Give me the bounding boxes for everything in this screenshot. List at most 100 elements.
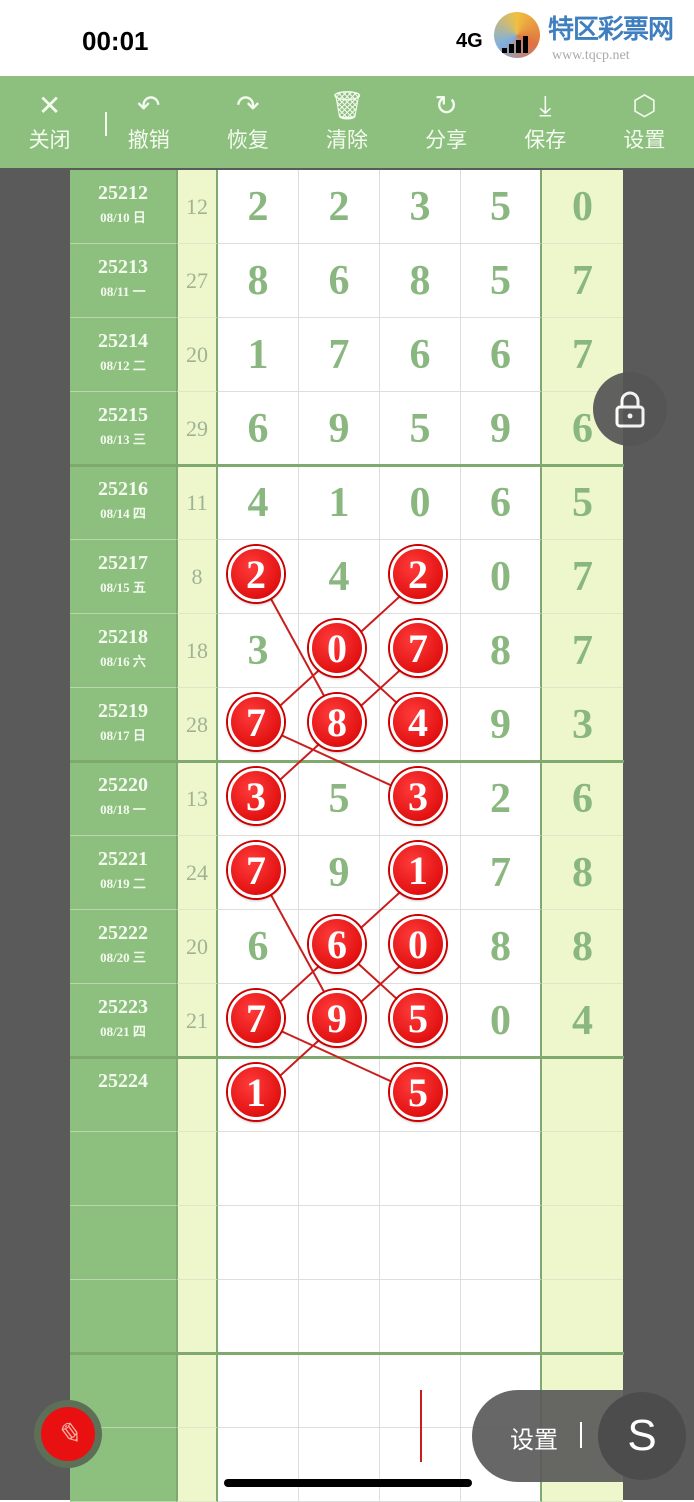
digit-cell[interactable]: 9 [299,836,380,910]
digit-cell[interactable]: 7 [299,318,380,392]
issue-cell [70,1280,176,1354]
marked-number-ball[interactable]: 5 [390,990,446,1046]
issue-date: 08/18 一 [100,802,146,817]
digit-cell[interactable] [218,1206,299,1280]
issue-cell: 25214 08/12 二 [70,318,176,392]
marked-number-ball[interactable]: 2 [390,546,446,602]
toolbar-trash-button[interactable]: 🗑 清除 [297,76,396,168]
pen-button[interactable]: ✎ [34,1400,102,1468]
digit-cell[interactable]: 4 [299,540,380,614]
marked-number-ball[interactable]: 3 [390,768,446,824]
marked-number-ball[interactable]: 7 [228,842,284,898]
digit-cell[interactable] [299,1206,380,1280]
digit-cell[interactable] [299,1428,380,1502]
digit-cell[interactable] [380,1132,461,1206]
issue-cell: 25220 08/18 一 [70,762,176,836]
marked-number-ball[interactable]: 7 [390,620,446,676]
toolbar-close-button[interactable]: ✕ 关闭 [0,76,99,168]
digit-cell[interactable]: 3 [380,170,461,244]
toolbar-redo-button[interactable]: ↷ 恢复 [198,76,297,168]
marked-number-ball[interactable]: 7 [228,694,284,750]
sum-cell [176,1058,218,1132]
digit-cell[interactable] [218,1132,299,1206]
issue-number: 25218 [98,626,148,648]
toolbar-settings-button[interactable]: ⬡ 设置 [595,76,694,168]
group-separator [70,1352,624,1355]
issue-cell: 25221 08/19 二 [70,836,176,910]
issue-number: 25220 [98,774,148,796]
marked-number-ball[interactable]: 2 [228,546,284,602]
digit-cell[interactable] [380,1206,461,1280]
toolbar-share-button[interactable]: ↻ 分享 [397,76,496,168]
digit-cell[interactable] [299,1280,380,1354]
digit-cell[interactable]: 5 [461,244,542,318]
digit-cell[interactable]: 9 [299,392,380,466]
toolbar-download-button[interactable]: ⤓ 保存 [496,76,595,168]
marked-number-ball[interactable]: 1 [228,1064,284,1120]
digit-cell[interactable] [218,1354,299,1428]
digit-cell[interactable]: 2 [461,762,542,836]
switch-button[interactable]: S [598,1392,686,1480]
home-indicator[interactable] [224,1479,472,1487]
marked-number-ball[interactable]: 1 [390,842,446,898]
digit-cell[interactable]: 6 [218,392,299,466]
digit-cell[interactable]: 5 [461,170,542,244]
marked-number-ball[interactable]: 6 [309,916,365,972]
float-settings-button[interactable]: 设置 [510,1427,558,1454]
extra-cell: 4 [542,984,623,1058]
digit-cell[interactable] [299,1132,380,1206]
digit-cell[interactable]: 7 [461,836,542,910]
digit-cell[interactable]: 1 [299,466,380,540]
digit-cell[interactable]: 8 [218,244,299,318]
issue-number: 25216 [98,478,148,500]
digit-cell[interactable]: 6 [380,318,461,392]
group-separator [70,760,624,763]
digit-cell[interactable]: 5 [380,392,461,466]
digit-cell[interactable]: 8 [380,244,461,318]
lock-button[interactable] [593,372,667,446]
digit-cell[interactable]: 8 [461,910,542,984]
marked-number-ball[interactable]: 9 [309,990,365,1046]
digit-cell[interactable]: 5 [299,762,380,836]
digit-cell[interactable]: 9 [461,688,542,762]
digit-cell[interactable]: 0 [461,984,542,1058]
extra-cell: 8 [542,910,623,984]
digit-cell[interactable]: 2 [218,170,299,244]
digit-cell[interactable] [218,1428,299,1502]
digit-cell[interactable]: 2 [299,170,380,244]
digit-cell[interactable]: 6 [218,910,299,984]
digit-cell[interactable] [461,1058,542,1132]
digit-cell[interactable]: 6 [299,244,380,318]
digit-cell[interactable] [461,1132,542,1206]
digit-cell[interactable]: 6 [461,318,542,392]
digit-cell[interactable]: 8 [461,614,542,688]
digit-cell[interactable] [461,1280,542,1354]
marked-number-ball[interactable]: 0 [390,916,446,972]
float-divider [580,1422,582,1448]
sum-cell: 13 [176,762,218,836]
extra-cell [542,1132,623,1206]
marked-number-ball[interactable]: 7 [228,990,284,1046]
marked-number-ball[interactable]: 5 [390,1064,446,1120]
marked-number-ball[interactable]: 3 [228,768,284,824]
digit-cell[interactable] [299,1058,380,1132]
toolbar-undo-button[interactable]: ↶ 撤销 [99,76,198,168]
toolbar-divider [105,112,107,136]
digit-cell[interactable]: 3 [218,614,299,688]
marked-number-ball[interactable]: 8 [309,694,365,750]
digit-cell[interactable]: 0 [380,466,461,540]
digit-cell[interactable]: 0 [461,540,542,614]
issue-date: 08/13 三 [100,432,146,447]
digit-cell[interactable]: 1 [218,318,299,392]
digit-cell[interactable] [380,1280,461,1354]
digit-cell[interactable]: 6 [461,466,542,540]
digit-cell[interactable]: 4 [218,466,299,540]
digit-cell[interactable] [461,1206,542,1280]
digit-cell[interactable]: 9 [461,392,542,466]
issue-cell: 25223 08/21 四 [70,984,176,1058]
marked-number-ball[interactable]: 4 [390,694,446,750]
toolbar-label: 设置 [623,129,666,152]
marked-number-ball[interactable]: 0 [309,620,365,676]
digit-cell[interactable] [299,1354,380,1428]
digit-cell[interactable] [218,1280,299,1354]
